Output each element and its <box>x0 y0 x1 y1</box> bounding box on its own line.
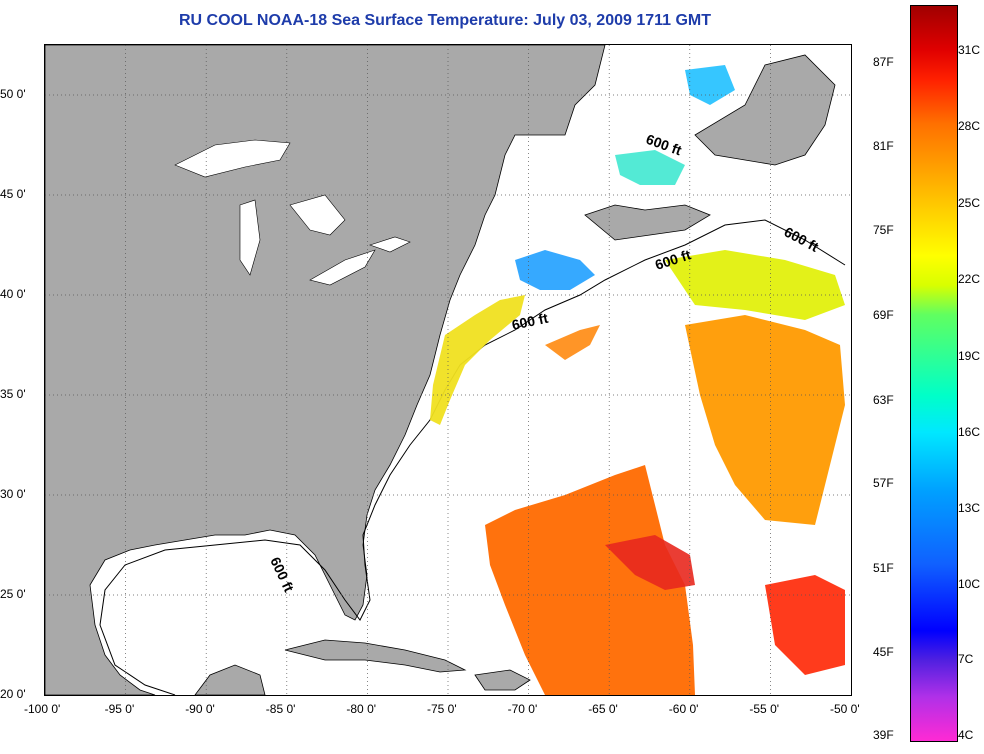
colorbar-celsius-label: 19C <box>958 349 981 363</box>
land-hispaniola <box>474 669 531 691</box>
longitude-tick-label: -100 0' <box>24 702 61 716</box>
longitude-tick-label: -95 0' <box>104 702 135 716</box>
latitude-tick-label: 25 0' <box>0 587 26 601</box>
lake-michigan <box>239 199 261 276</box>
longitude-tick-label: -90 0' <box>185 702 215 716</box>
colorbar-celsius-label: 31C <box>958 43 981 57</box>
colorbar-fahrenheit-label: 39F <box>873 728 894 742</box>
sst-patch-shelf-north <box>665 250 845 320</box>
latitude-tick-label: 45 0' <box>0 187 26 201</box>
colorbar-celsius-label: 28C <box>958 119 981 133</box>
colorbar-celsius-label: 25C <box>958 196 981 210</box>
colorbar-celsius-label: 10C <box>958 577 981 591</box>
isobath-600ft <box>99 219 846 695</box>
colorbar-celsius-label: 7C <box>958 652 974 666</box>
lake-ontario <box>369 236 411 253</box>
land-cuba <box>284 639 467 673</box>
sst-patch-east-lower <box>765 575 845 675</box>
colorbar-celsius-label: 4C <box>958 728 974 742</box>
colorbar-fahrenheit-label: 51F <box>873 561 894 575</box>
sst-data <box>430 65 845 695</box>
latitude-tick-label: 40 0' <box>0 287 26 301</box>
colorbar-fahrenheit-label: 57F <box>873 476 894 490</box>
isobath-label: 600 ft <box>267 555 297 595</box>
colorbar-celsius-label: 22C <box>958 272 981 286</box>
longitude-tick-label: -80 0' <box>346 702 377 716</box>
longitude-tick-label: -75 0' <box>427 702 457 716</box>
latitude-tick-label: 35 0' <box>0 387 26 401</box>
sst-patch-gulf-of-maine <box>515 250 595 290</box>
land-newfoundland <box>694 54 836 166</box>
colorbar-fahrenheit-label: 45F <box>873 645 894 659</box>
sst-patch-labrador <box>685 65 735 105</box>
land-yucatan <box>194 664 266 695</box>
colorbar-fahrenheit-label: 75F <box>873 223 894 237</box>
sst-patch-warm-core <box>605 535 695 590</box>
longitude-tick-label: -60 0' <box>668 702 699 716</box>
graticule <box>45 45 851 695</box>
longitude-tick-label: -50 0' <box>830 702 860 716</box>
lake-huron <box>289 194 346 236</box>
colorbar-fahrenheit-label: 63F <box>873 393 894 407</box>
longitude-tick-label: -55 0' <box>749 702 780 716</box>
map-title: RU COOL NOAA-18 Sea Surface Temperature:… <box>178 12 712 29</box>
latitude-tick-label: 20 0' <box>0 687 26 701</box>
longitude-tick-label: -65 0' <box>588 702 618 716</box>
longitude-tick-label: -85 0' <box>265 702 296 716</box>
colorbar-fahrenheit-label: 87F <box>873 55 894 69</box>
colorbar-fahrenheit-label: 69F <box>873 308 894 322</box>
colorbar-celsius-label: 16C <box>958 425 981 439</box>
sst-patch-mid-atlantic <box>430 295 525 425</box>
sst-map[interactable]: 600 ft 600 ft 600 ft 600 ft 600 ft <box>44 44 852 696</box>
colorbar-fahrenheit-label: 81F <box>873 139 894 153</box>
land-nova-scotia <box>584 204 711 241</box>
isobath-label: 600 ft <box>782 224 822 255</box>
latitude-tick-label: 50 0' <box>0 87 26 101</box>
sst-patch-st-lawrence <box>615 150 685 185</box>
longitude-tick-label: -70 0' <box>507 702 538 716</box>
lake-erie <box>309 249 376 286</box>
land-north-america <box>45 45 606 695</box>
colorbar-celsius-label: 13C <box>958 501 981 515</box>
sst-patch-east-upper <box>685 315 845 525</box>
latitude-tick-label: 30 0' <box>0 487 26 501</box>
lake-superior <box>174 139 291 178</box>
temperature-colorbar <box>910 5 958 742</box>
sst-patch-gulf-stream-south <box>485 465 695 695</box>
sst-patch-slope <box>545 325 600 360</box>
isobath-label: 600 ft <box>510 310 549 333</box>
